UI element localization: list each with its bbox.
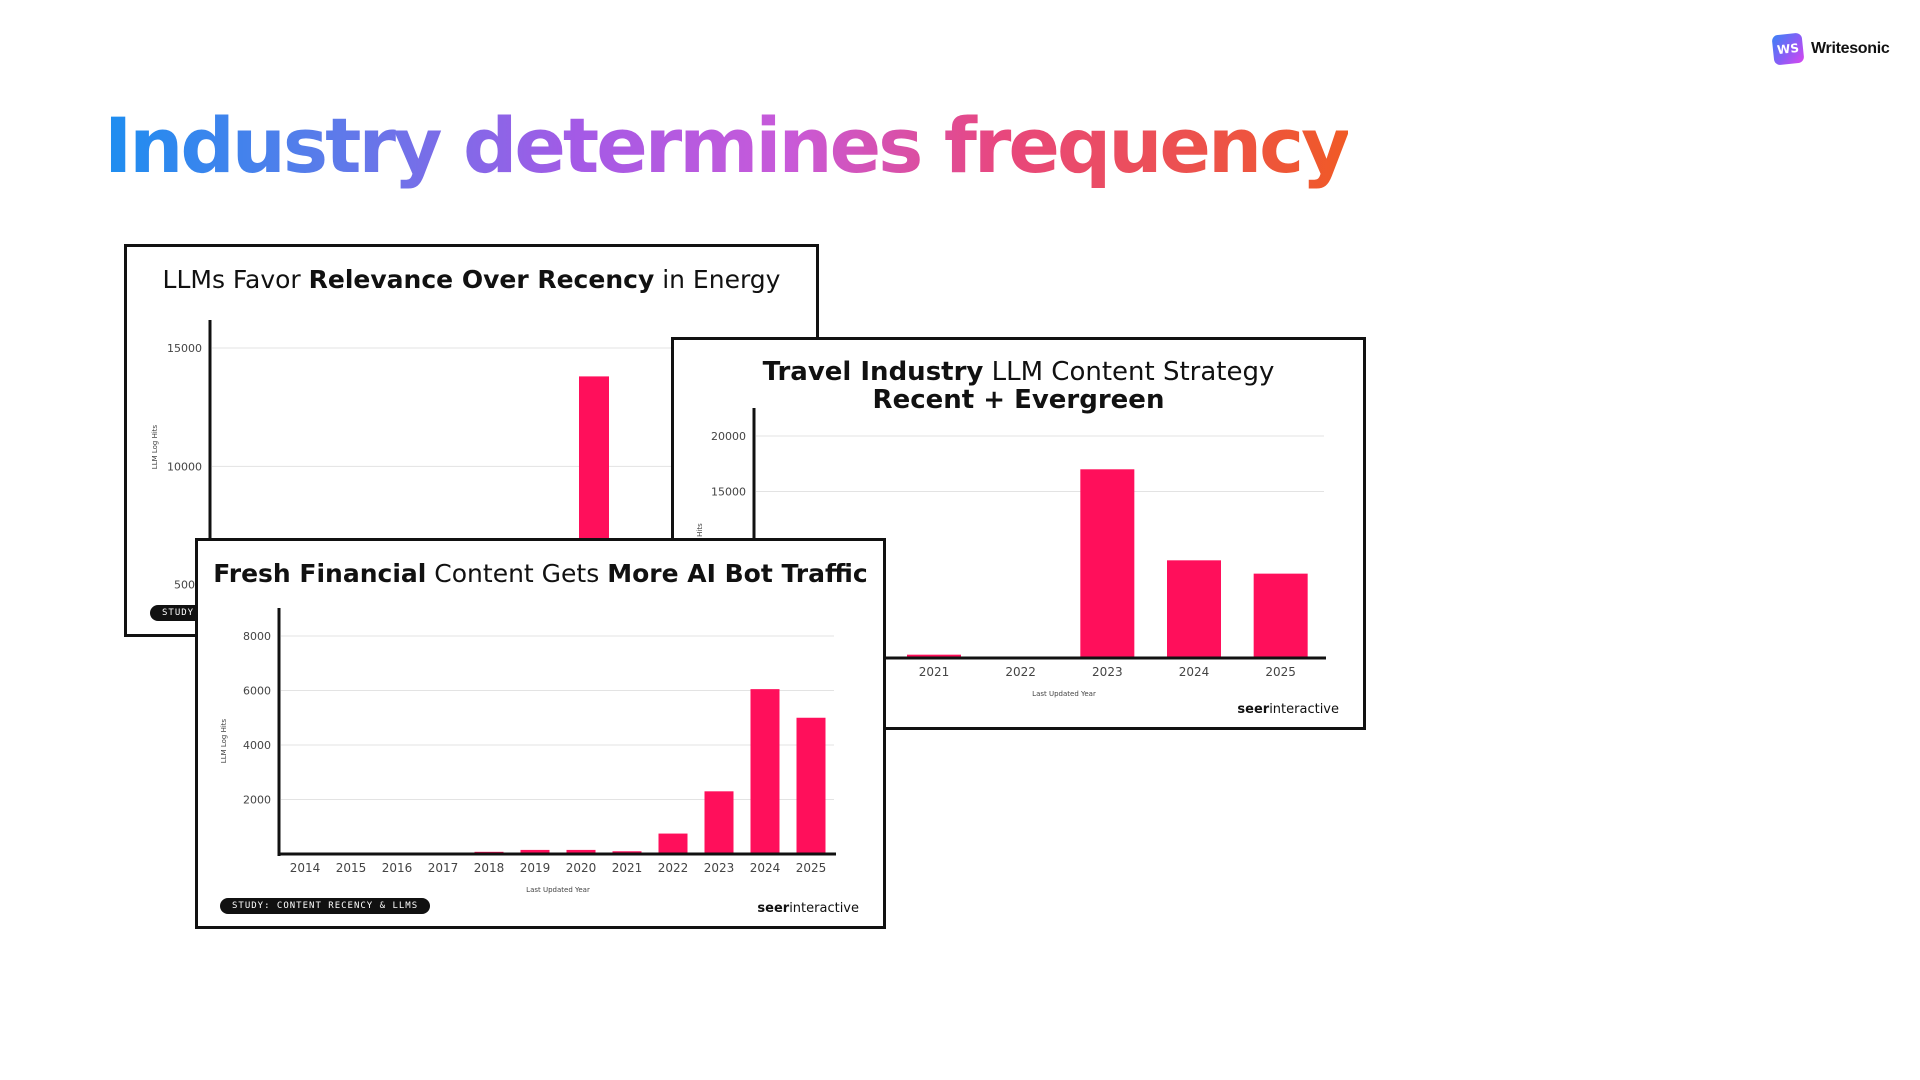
writesonic-logo: WS Writesonic: [1771, 32, 1890, 66]
energy-ytick-label: 10000: [167, 460, 202, 473]
travel-bar-2025: [1253, 573, 1308, 658]
travel-xlabel: Last Updated Year: [1032, 690, 1096, 698]
travel-xtick-label: 2021: [919, 665, 950, 679]
travel-ytick-label: 20000: [711, 430, 746, 443]
writesonic-logo-text: Writesonic: [1811, 40, 1890, 57]
finance-study-badge: STUDY: CONTENT RECENCY & LLMS: [220, 898, 431, 914]
energy-ylabel: LLM Log Hits: [151, 424, 159, 469]
travel-chart-title-line1: Travel Industry LLM Content Strategy: [762, 357, 1275, 387]
finance-bar-2022: [658, 833, 688, 854]
travel-bar-2023: [1080, 469, 1135, 658]
energy-chart-title: LLMs Favor Relevance Over Recency in Ene…: [162, 265, 781, 294]
finance-ytick-label: 8000: [243, 630, 271, 643]
travel-xtick-label: 2024: [1179, 665, 1210, 679]
travel-xtick-label: 2025: [1265, 665, 1296, 679]
finance-xlabel: Last Updated Year: [526, 886, 590, 894]
travel-ytick-label: 15000: [711, 486, 746, 499]
finance-ytick-label: 4000: [243, 739, 271, 752]
finance-bar-2020: [566, 849, 596, 854]
finance-seerinteractive-logo: seerinteractive: [757, 901, 859, 916]
finance-ytick-label: 2000: [243, 794, 271, 807]
finance-bar-2025: [796, 717, 826, 854]
writesonic-logo-mark: WS: [1771, 32, 1805, 66]
finance-bar-2019: [520, 849, 550, 854]
finance-ytick-label: 6000: [243, 685, 271, 698]
finance-xtick-label: 2025: [796, 861, 827, 875]
finance-xtick-label: 2020: [566, 861, 597, 875]
slide-title: Industry determines frequency: [104, 101, 1351, 190]
finance-xtick-label: 2019: [520, 861, 551, 875]
finance-xtick-label: 2024: [750, 861, 781, 875]
travel-bar-2024: [1167, 560, 1221, 658]
finance-xtick-label: 2014: [290, 861, 321, 875]
travel-chart-title-line2: Recent + Evergreen: [872, 385, 1165, 415]
finance-xtick-label: 2023: [704, 861, 735, 875]
finance-xtick-label: 2018: [474, 861, 505, 875]
finance-bar-2024: [750, 689, 780, 854]
travel-chart-title: Travel Industry LLM Content Strategy Rec…: [674, 358, 1363, 414]
travel-chart-plot: 1500020000Hits202020212022202320242025La…: [696, 408, 1326, 698]
finance-xtick-label: 2022: [658, 861, 689, 875]
travel-xtick-label: 2023: [1092, 665, 1123, 679]
finance-xtick-label: 2017: [428, 861, 459, 875]
finance-bar-2023: [704, 791, 734, 854]
travel-seerinteractive-logo: seerinteractive: [1237, 702, 1339, 717]
travel-ylabel: Hits: [696, 523, 704, 537]
travel-chart-card: Travel Industry LLM Content Strategy Rec…: [671, 337, 1366, 730]
travel-bar-2021: [907, 654, 961, 658]
finance-xtick-label: 2015: [336, 861, 367, 875]
energy-study-badge: STUDY: [150, 605, 207, 621]
finance-ylabel: LLM Log Hits: [220, 718, 228, 763]
finance-chart-title: Fresh Financial Content Gets More AI Bot…: [213, 559, 868, 588]
energy-ytick-label: 15000: [167, 342, 202, 355]
finance-xtick-label: 2016: [382, 861, 413, 875]
finance-xtick-label: 2021: [612, 861, 643, 875]
finance-chart-card: Fresh Financial Content Gets More AI Bot…: [195, 538, 886, 929]
finance-chart-plot: 2000 4000 6000 8000 LLM Log Hits 2014 2015 2016…: [220, 608, 836, 894]
travel-xtick-label: 2022: [1005, 665, 1036, 679]
